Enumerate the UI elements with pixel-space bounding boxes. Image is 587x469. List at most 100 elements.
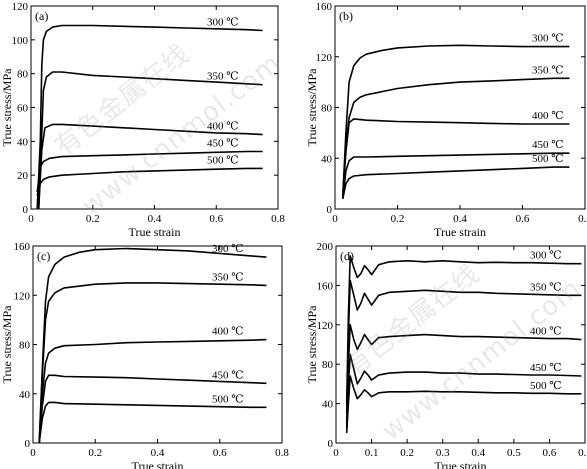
series-label: 300 ℃: [207, 17, 239, 29]
series-line: [345, 324, 582, 424]
x-tick-label: 0.6: [543, 447, 557, 459]
x-tick-label: 0: [30, 447, 36, 459]
y-tick-label: 0: [25, 438, 31, 450]
series-label: 450 ℃: [212, 369, 244, 381]
panel-c: 0 0.2 0.4 0.6 0.8 0 40 80 120 160 True strain True …: [0, 241, 289, 469]
y-tick-label: 40: [17, 136, 29, 148]
y-tick-label: 40: [322, 399, 334, 411]
series-line: [37, 71, 263, 210]
x-tick-label: 0.8: [271, 213, 285, 225]
series-label: 300 ℃: [212, 243, 244, 255]
series-line: [38, 374, 267, 444]
y-tick-label: 160: [14, 241, 31, 253]
y-tick-label: 40: [321, 153, 333, 165]
x-tick-label: 0.4: [453, 213, 467, 225]
x-tick-label: 0: [28, 213, 34, 225]
y-tick-label: 80: [321, 103, 333, 115]
x-tick-label: 0.8: [578, 213, 587, 225]
series-line: [38, 401, 267, 444]
y-tick-label: 0: [328, 438, 334, 450]
y-axis-label: True stress/MPa: [305, 305, 319, 384]
x-tick-label: 0.7: [578, 447, 587, 459]
series-label: 450 ℃: [530, 362, 562, 374]
series-label: 300 ℃: [530, 250, 562, 262]
x-tick-label: 0.2: [86, 213, 100, 225]
panel-d: 0 0.1 0.2 0.3 0.4 0.5 0.6 0.7 0 40 80 120 160 200 True…: [305, 241, 587, 469]
y-tick-label: 120: [317, 320, 334, 332]
series-label: 350 ℃: [530, 281, 562, 293]
y-tick-label: 120: [316, 52, 333, 64]
plot-frame: [32, 245, 283, 444]
x-tick-label: 0: [332, 213, 338, 225]
series-line: [38, 338, 267, 444]
y-tick-label: 100: [12, 35, 29, 47]
series-line: [36, 24, 263, 210]
series-line: [342, 44, 570, 197]
x-tick-label: 0.5: [507, 447, 521, 459]
x-axis-label: True strain: [435, 459, 487, 469]
series-label: 400 ℃: [207, 121, 239, 133]
y-tick-label: 80: [17, 69, 29, 81]
y-axis-label: True stress/MPa: [0, 305, 14, 384]
series-label: 450 ℃: [207, 137, 239, 149]
series-label: 500 ℃: [532, 153, 564, 165]
series-label: 500 ℃: [207, 154, 239, 166]
series-line: [342, 118, 570, 197]
y-tick-label: 60: [17, 103, 29, 115]
x-tick-label: 0.2: [391, 213, 405, 225]
plot-frame: [30, 5, 279, 210]
y-tick-label: 160: [317, 280, 334, 292]
x-tick-label: 0.2: [400, 447, 414, 459]
x-tick-label: 0.2: [88, 447, 102, 459]
series-line: [345, 353, 582, 429]
y-axis-label: True stress/MPa: [305, 68, 319, 147]
series-label: 350 ℃: [532, 64, 564, 76]
x-tick-label: 0.8: [275, 447, 289, 459]
series-label: 400 ℃: [530, 326, 562, 338]
series-label: 350 ℃: [212, 271, 244, 283]
series-line: [37, 123, 263, 210]
y-tick-label: 20: [17, 170, 29, 182]
series-line: [36, 150, 263, 193]
series-line: [342, 77, 570, 197]
x-tick-label: 0.4: [148, 213, 162, 225]
y-tick-label: 120: [14, 290, 31, 302]
x-axis-label: True strain: [132, 459, 184, 469]
series-line: [342, 166, 570, 199]
y-tick-label: 160: [316, 1, 333, 13]
x-axis-label: True strain: [129, 225, 181, 239]
x-axis-label: True strain: [434, 225, 486, 239]
series-line: [38, 282, 267, 444]
x-tick-label: 0.1: [365, 447, 379, 459]
panel-label: (a): [35, 9, 48, 23]
panel-a: 0 0.2 0.4 0.6 0.8 0 20 40 60 80 100 120 True strain T…: [0, 1, 285, 239]
panel-label: (c): [37, 249, 50, 263]
x-tick-label: 0.6: [209, 213, 223, 225]
series-label: 400 ℃: [212, 326, 244, 338]
x-tick-label: 0.6: [213, 447, 227, 459]
y-tick-label: 0: [23, 204, 29, 216]
y-tick-label: 80: [19, 340, 31, 352]
series-line: [345, 375, 582, 434]
x-tick-label: 0.6: [516, 213, 530, 225]
x-tick-label: 0.3: [436, 447, 450, 459]
series-line: [345, 279, 582, 414]
series-label: 300 ℃: [532, 33, 564, 45]
series-line: [342, 152, 570, 199]
series-line: [38, 247, 267, 444]
y-tick-label: 0: [327, 204, 333, 216]
plot-frame: [335, 245, 586, 444]
series-line: [36, 167, 263, 196]
x-tick-label: 0.4: [471, 447, 485, 459]
series-label: 500 ℃: [530, 380, 562, 392]
series-label: 400 ℃: [532, 110, 564, 122]
x-tick-label: 0.4: [151, 447, 165, 459]
y-axis-label: True stress/MPa: [0, 68, 14, 147]
y-tick-label: 200: [317, 241, 334, 253]
y-tick-label: 40: [19, 389, 31, 401]
series-label: 500 ℃: [212, 393, 244, 405]
y-tick-label: 80: [322, 359, 334, 371]
x-tick-label: 0: [333, 447, 339, 459]
series-label: 350 ℃: [207, 71, 239, 83]
